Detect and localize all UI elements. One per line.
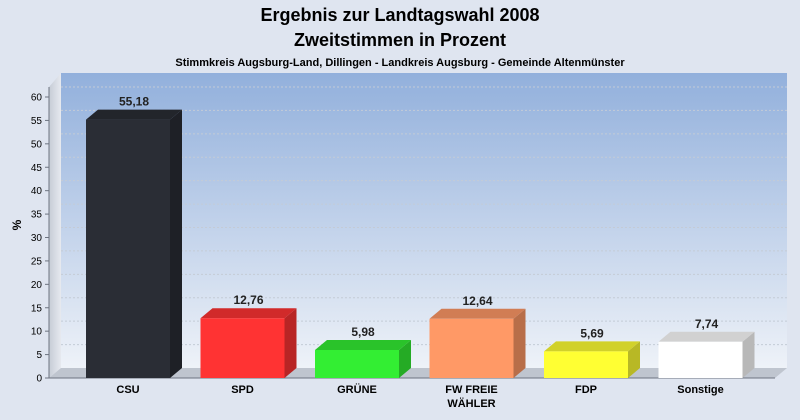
bar-front [86,119,170,378]
y-tick-label: 60 [31,93,43,104]
bar-side [628,341,640,378]
y-tick-label: 45 [31,163,43,174]
bar: 12,64 [429,294,526,378]
data-label: 12,76 [233,293,263,307]
bar-side [284,308,297,378]
y-ticks: 0 5 10 15 20 25 30 35 40 45 50 55 60 [31,93,49,385]
bar: 7,74 [658,317,755,378]
bar: 5,69 [544,326,640,378]
x-tick-label: CSU [116,384,139,396]
y-tick-label: 20 [31,280,43,291]
bar-top [86,109,182,120]
x-tick-label: FDP [575,384,597,396]
x-tick-label: FW FREIE [445,384,498,396]
data-label: 12,64 [462,294,492,308]
plot-area: 0 5 10 15 20 25 30 35 40 45 50 55 60 55,18 12,76 5,98 1… [31,73,787,410]
bar-side [513,308,526,378]
x-tick-label: WÄHLER [447,397,495,410]
bar-top [429,308,526,319]
x-tick-label: Sonstige [677,384,723,396]
bar-top [544,341,640,352]
bar-front [200,318,285,378]
x-tick-label: SPD [231,384,254,396]
bar-top [200,308,297,319]
y-tick-label: 55 [31,116,43,127]
bar: 5,98 [315,325,411,378]
y-tick-label: 50 [31,139,43,150]
bar-front [429,318,514,378]
y-tick-label: 35 [31,210,43,221]
x-tick-label: GRÜNE [337,383,377,396]
chart-title: Ergebnis zur Landtagswahl 2008 [260,5,539,25]
bars: 55,18 12,76 5,98 12,64 5,69 7,74 [86,95,755,378]
bar: 55,18 [86,95,182,378]
bar-side [399,339,411,378]
y-tick-label: 5 [36,350,42,361]
bar-front [658,341,743,378]
data-label: 5,98 [351,325,375,339]
data-label: 5,69 [580,326,604,340]
y-tick-label: 15 [31,303,43,314]
data-label: 55,18 [119,95,149,109]
bar-side [170,109,182,378]
bar-top [658,331,755,342]
data-label: 7,74 [695,317,719,331]
bar-front [315,349,399,378]
plot-side-wall [49,73,61,378]
y-axis-label: % [10,219,24,230]
y-tick-label: 0 [36,374,42,385]
chart-subtitle: Stimmkreis Augsburg-Land, Dillingen - La… [175,57,625,69]
bar-side [742,331,755,378]
y-tick-label: 30 [31,233,43,244]
bar: 12,76 [200,293,297,378]
y-tick-label: 25 [31,256,43,267]
chart-title-line-2: Zweitstimmen in Prozent [294,30,506,50]
bar-top [315,339,411,350]
bar-front [544,351,628,378]
y-tick-label: 40 [31,186,43,197]
y-tick-label: 10 [31,327,43,338]
